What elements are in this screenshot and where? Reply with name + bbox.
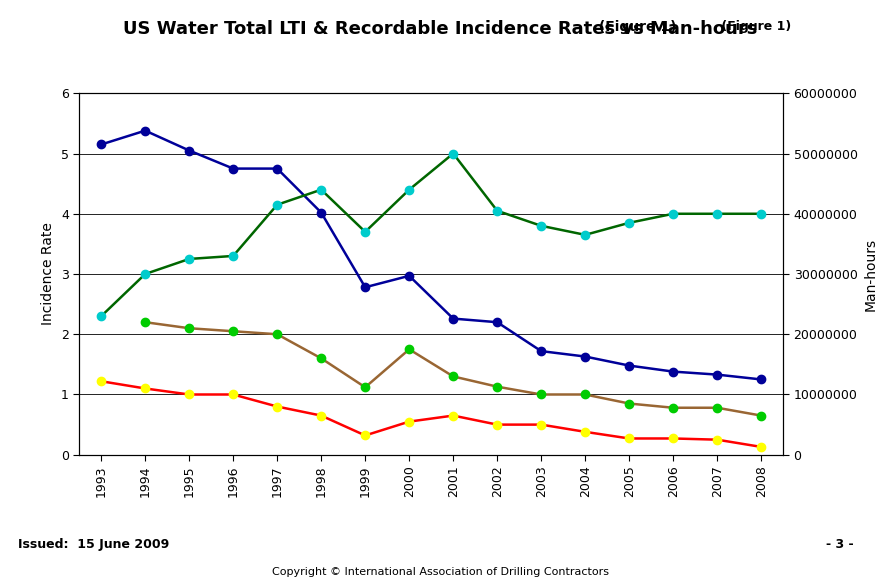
Text: Issued:  15 June 2009: Issued: 15 June 2009 <box>18 538 169 551</box>
Y-axis label: Incidence Rate: Incidence Rate <box>41 223 55 325</box>
Text: (Figure 1): (Figure 1) <box>204 20 676 34</box>
Text: - 3 -: - 3 - <box>826 538 854 551</box>
Text: (Figure 1): (Figure 1) <box>717 20 791 33</box>
Text: Copyright © International Association of Drilling Contractors: Copyright © International Association of… <box>272 567 608 577</box>
Y-axis label: Man-hours: Man-hours <box>863 237 877 311</box>
Text: US Water Total LTI & Recordable Incidence Rates vs Man-hours: US Water Total LTI & Recordable Incidenc… <box>123 20 757 38</box>
